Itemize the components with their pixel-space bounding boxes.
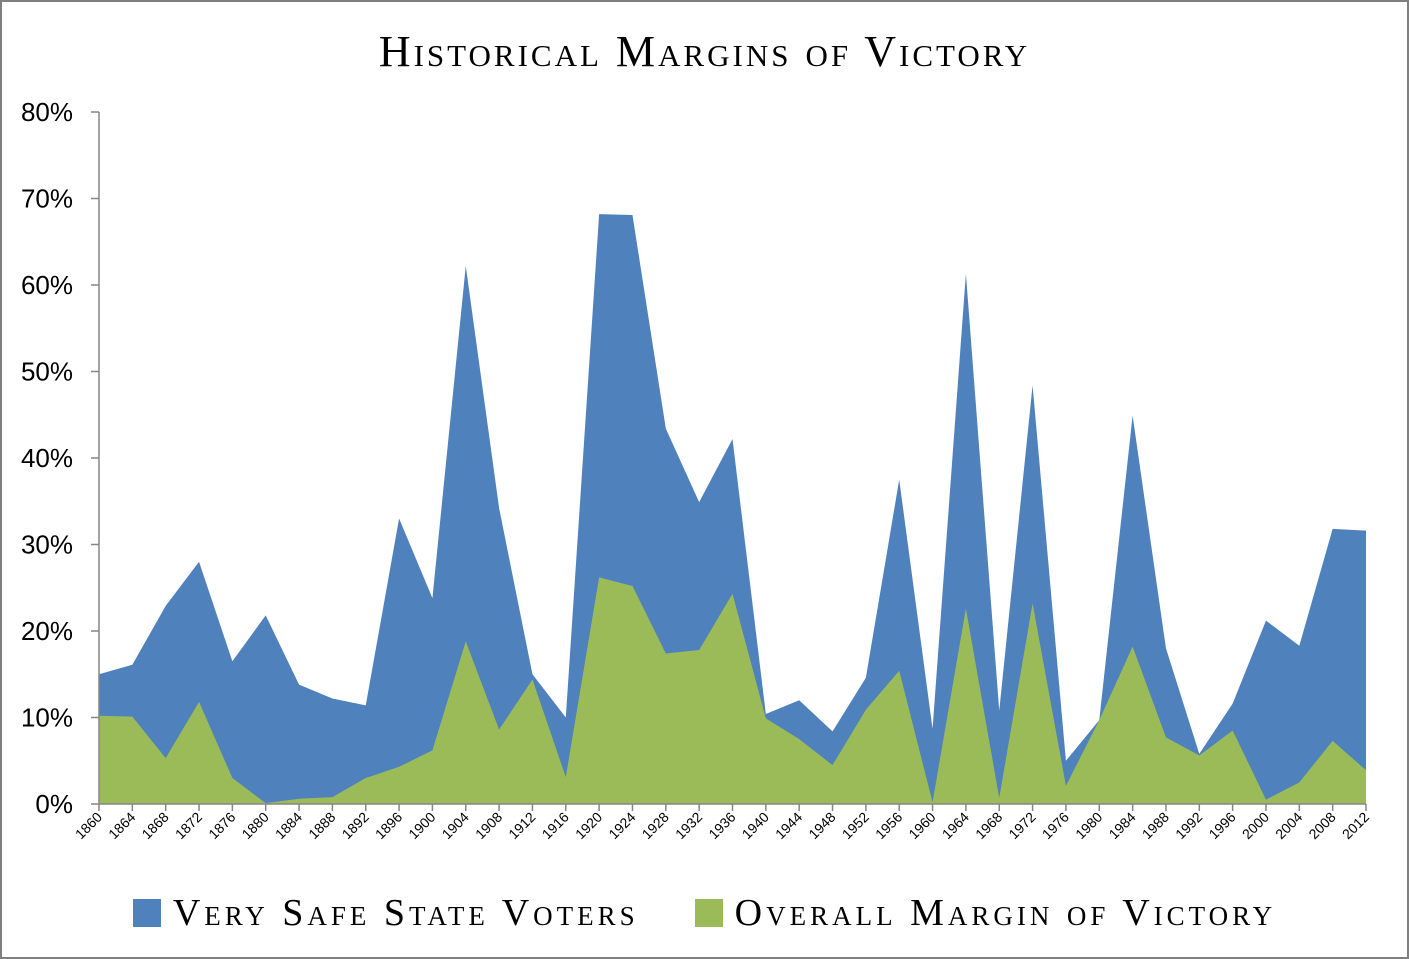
x-tick-label: 1932	[672, 809, 705, 842]
x-tick-label: 1992	[1172, 809, 1205, 842]
y-tick-label: 50%	[21, 357, 73, 387]
x-tick-label: 1876	[205, 809, 238, 842]
x-tick-label: 1912	[505, 809, 538, 842]
x-tick-label: 1860	[72, 809, 105, 842]
x-tick-label: 1956	[872, 809, 905, 842]
y-tick-label: 40%	[21, 443, 73, 473]
legend-label-overall-margin: Overall Margin of Victory	[734, 892, 1277, 934]
x-tick-label: 1960	[905, 809, 938, 842]
x-tick-label: 2008	[1305, 809, 1338, 842]
y-tick-label: 0%	[35, 789, 73, 819]
x-tick-label: 1896	[372, 809, 405, 842]
legend-label-very-safe: Very Safe State Voters	[172, 892, 639, 934]
legend-swatch-very-safe	[132, 899, 161, 927]
x-tick-label: 1908	[472, 809, 505, 842]
x-tick-label: 1864	[105, 809, 138, 842]
legend-item-overall-margin: Overall Margin of Victory	[694, 891, 1277, 935]
chart-title: Historical Margins of Victory	[378, 27, 1031, 76]
x-tick-label: 1972	[1005, 809, 1038, 842]
x-tick-label: 1892	[339, 809, 372, 842]
y-tick-label: 70%	[21, 184, 73, 214]
y-tick-label: 30%	[21, 530, 73, 560]
x-tick-label: 1920	[572, 809, 605, 842]
x-tick-label: 1964	[939, 809, 972, 842]
x-tick-label: 1984	[1105, 809, 1138, 842]
y-tick-label: 60%	[21, 270, 73, 300]
x-tick-label: 1868	[138, 809, 171, 842]
x-tick-label: 1980	[1072, 809, 1105, 842]
x-tick-label: 1996	[1205, 809, 1238, 842]
x-tick-label: 1940	[739, 809, 772, 842]
x-tick-label: 1916	[539, 809, 572, 842]
x-tick-label: 1936	[705, 809, 738, 842]
x-tick-label: 1872	[172, 809, 205, 842]
area-series-very-safe-state-voters	[99, 214, 1366, 804]
x-tick-label: 1988	[1139, 809, 1172, 842]
x-tick-label: 1900	[405, 809, 438, 842]
area-series-overall-margin-of-victory	[99, 577, 1366, 804]
x-tick-label: 2000	[1239, 809, 1272, 842]
x-tick-label: 1948	[805, 809, 838, 842]
x-tick-label: 1888	[305, 809, 338, 842]
x-tick-label: 1976	[1039, 809, 1072, 842]
y-tick-label: 10%	[21, 703, 73, 733]
x-tick-label: 1904	[439, 809, 472, 842]
x-tick-label: 1952	[839, 809, 872, 842]
x-tick-label: 1924	[605, 809, 638, 842]
x-tick-label: 1928	[639, 809, 672, 842]
legend-swatch-overall-margin	[694, 899, 723, 927]
chart-legend: Very Safe State Voters Overall Margin of…	[0, 888, 1409, 938]
x-tick-label: 2012	[1339, 809, 1372, 842]
x-tick-label: 1880	[238, 809, 271, 842]
x-tick-label: 1884	[272, 809, 305, 842]
x-tick-label: 1944	[772, 809, 805, 842]
y-tick-label: 20%	[21, 616, 73, 646]
x-tick-label: 2004	[1272, 809, 1305, 842]
x-tick-label: 1968	[972, 809, 1005, 842]
legend-item-very-safe: Very Safe State Voters	[132, 891, 639, 935]
y-tick-label: 80%	[21, 97, 73, 127]
